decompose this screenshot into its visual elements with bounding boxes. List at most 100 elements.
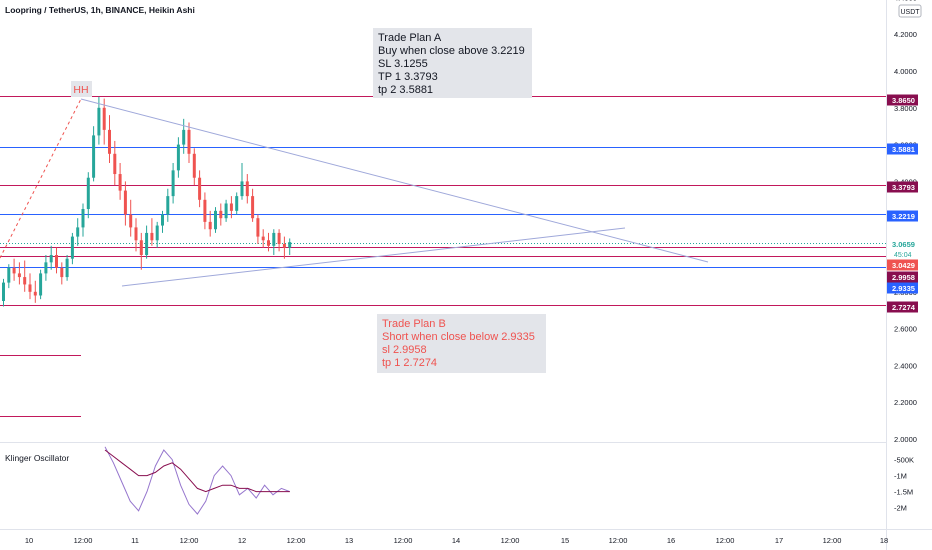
time-tick-label: 12:00 (394, 536, 413, 545)
candle-body (108, 129, 111, 154)
time-tick-label: 12:00 (180, 536, 199, 545)
price-label-box (887, 259, 918, 271)
price-tick-label: 4.0000 (894, 67, 917, 76)
currency-badge-box[interactable] (898, 4, 922, 18)
candle-body (272, 232, 276, 246)
klinger-signal-line (104, 449, 290, 493)
candle-body (55, 255, 58, 268)
time-tick-label: 11 (131, 536, 139, 545)
price-label-box (887, 210, 918, 222)
price-label-box (887, 181, 918, 193)
candle-body (161, 214, 164, 226)
plan-b-line: tp 1 2.7274 (382, 357, 437, 369)
indicator-tick-label: -1.5M (894, 488, 913, 497)
candle-body (102, 107, 106, 130)
time-tick-label: 12:00 (501, 536, 520, 545)
price-tick-label: 2.0000 (894, 435, 917, 444)
price-label-box (887, 282, 918, 294)
price-label-box (887, 238, 918, 250)
candle-body (123, 190, 127, 215)
price-axis[interactable]: 4.40004.20004.00003.80003.60003.40003.20… (894, 0, 917, 444)
candle-body (76, 227, 80, 237)
trade-plan-b-box[interactable] (377, 314, 546, 373)
price-tick-label: 2.2000 (894, 398, 917, 407)
candle-body (182, 129, 186, 145)
plan-a-line: TP 1 3.3793 (378, 71, 438, 83)
price-label-box (887, 94, 918, 106)
time-tick-label: 14 (452, 536, 460, 545)
candle-body (7, 267, 11, 283)
price-label-box (887, 249, 918, 258)
indicator-tick-label: -2M (894, 504, 907, 513)
time-tick-label: 16 (667, 536, 675, 545)
time-tick-label: 17 (775, 536, 783, 545)
candle-body (155, 225, 159, 241)
candle-body (256, 218, 260, 237)
candle-body (150, 232, 154, 241)
price-label-text: 3.0429 (892, 261, 915, 270)
candle-body (219, 210, 223, 219)
candle-body (2, 282, 5, 301)
plan-b-line: Short when close below 2.9335 (382, 331, 535, 343)
price-label-text: 2.7274 (892, 303, 916, 312)
time-tick-label: 12:00 (287, 536, 306, 545)
candle-body (224, 203, 228, 219)
time-axis[interactable]: 10 12:00 11 12:00 12 12:00 13 12:00 14 12:00 15 12:… (25, 536, 888, 545)
price-label-text: 45:04 (894, 252, 912, 259)
plan-a-line: tp 2 3.5881 (378, 84, 433, 96)
price-tick-label: 2.4000 (894, 361, 917, 370)
candle-body (28, 284, 32, 292)
time-tick-label: 12:00 (609, 536, 628, 545)
candle-body (171, 170, 175, 197)
indicator-tick-label: -1M (894, 472, 907, 481)
price-tick-label: 3.8000 (894, 104, 917, 113)
candle-body (214, 210, 217, 230)
symbol-title: Loopring / TetherUS, 1h, BINANCE, Heikin… (5, 5, 195, 15)
candles (2, 96, 292, 307)
price-tick-label: 4.2000 (894, 30, 917, 39)
candle-body (113, 153, 117, 175)
price-tick-label: 2.6000 (894, 325, 917, 334)
klinger-pane: -500K -1M -1.5M -2M (104, 446, 914, 515)
candle-body (60, 267, 64, 278)
candle-body (198, 177, 202, 200)
hh-label: HH (73, 84, 88, 96)
candle-body (70, 236, 74, 259)
candle-body (277, 232, 281, 244)
time-tick-label: 12:00 (74, 536, 93, 545)
candle-body (176, 144, 180, 171)
candle-body (166, 196, 170, 215)
candle-body (81, 209, 85, 228)
plan-b-line: Trade Plan B (382, 318, 446, 330)
klinger-oscillator-line (104, 446, 290, 515)
candle-body (145, 232, 149, 255)
trade-plan-a-box[interactable] (373, 28, 532, 98)
candle-body (267, 240, 270, 246)
candle-body (65, 258, 69, 278)
candle-body (192, 153, 196, 178)
price-label-text: 3.8650 (892, 96, 915, 105)
plan-a-line: Trade Plan A (378, 32, 442, 44)
price-label-box (887, 301, 918, 313)
price-tick-label: 4.4000 (894, 0, 917, 2)
candle-body (97, 107, 101, 136)
candle-body (33, 291, 37, 296)
time-tick-label: 12 (238, 536, 246, 545)
candle-body (288, 242, 292, 248)
candle-body (251, 196, 255, 219)
price-labels: 3.8650 3.5881 3.3793 3.2219 3.0659 45:04 3.042… (887, 94, 918, 313)
price-label-text: 3.5881 (892, 145, 915, 154)
trade-plan-a-text: Trade Plan A Buy when close above 3.2219… (378, 32, 525, 96)
candle-body (49, 255, 53, 263)
candle-body (23, 277, 27, 285)
time-tick-label: 12:00 (823, 536, 842, 545)
price-label-text: 3.3793 (892, 183, 915, 192)
candle-body (12, 267, 16, 274)
time-tick-label: 18 (880, 536, 888, 545)
price-label-text: 2.9335 (892, 284, 915, 293)
time-tick-label: 15 (561, 536, 569, 545)
price-label-box (887, 143, 918, 155)
candle-body (44, 262, 48, 274)
candle-body (235, 196, 239, 211)
